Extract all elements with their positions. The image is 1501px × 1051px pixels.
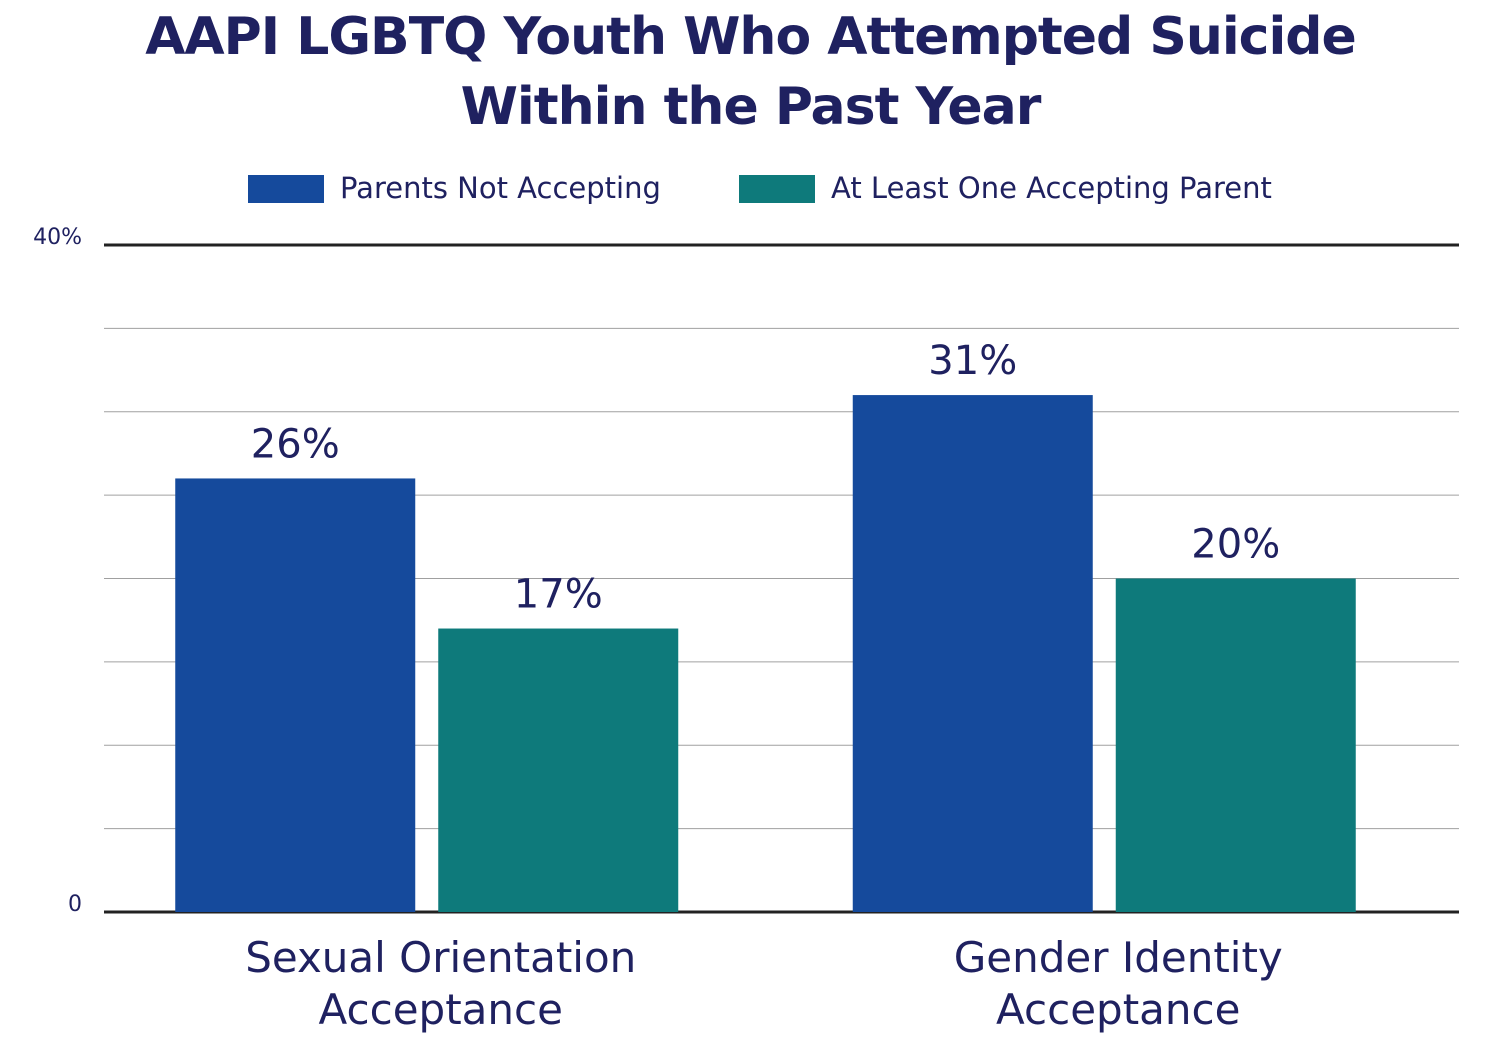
legend-label: At Least One Accepting Parent bbox=[831, 171, 1272, 205]
y-tick-label: 40% bbox=[33, 225, 82, 250]
x-tick-label: Sexual Orientation Acceptance bbox=[245, 933, 637, 1034]
bar bbox=[438, 628, 679, 912]
value-label: 20% bbox=[1191, 522, 1280, 568]
y-tick-label: 0 bbox=[68, 892, 82, 917]
value-label: 26% bbox=[251, 421, 340, 467]
legend-label: Parents Not Accepting bbox=[340, 171, 661, 205]
value-label: 31% bbox=[928, 338, 1017, 384]
bar bbox=[852, 395, 1093, 912]
bar bbox=[175, 478, 416, 912]
bar bbox=[1115, 578, 1356, 912]
legend-swatch bbox=[248, 175, 324, 203]
chart-title: AAPI LGBTQ Youth Who Attempted Suicide W… bbox=[145, 7, 1357, 137]
legend-swatch bbox=[739, 175, 815, 203]
value-label: 17% bbox=[514, 572, 603, 618]
x-tick-label: Gender Identity Acceptance bbox=[953, 933, 1283, 1034]
